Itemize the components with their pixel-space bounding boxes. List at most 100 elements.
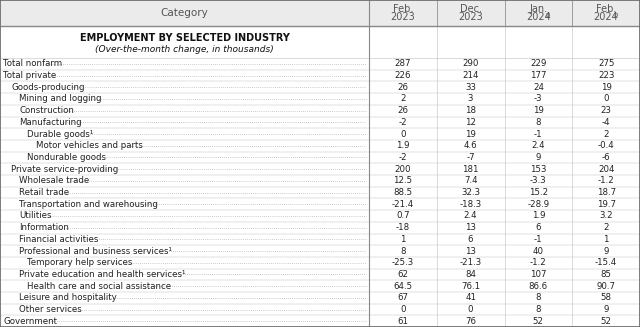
Text: 58: 58 — [600, 293, 612, 302]
Text: 223: 223 — [598, 71, 614, 80]
Text: -15.4: -15.4 — [595, 258, 617, 267]
Text: Feb.: Feb. — [596, 5, 616, 14]
Text: -0.4: -0.4 — [598, 141, 614, 150]
Text: 84: 84 — [465, 270, 476, 279]
Text: 275: 275 — [598, 59, 614, 68]
Text: 23: 23 — [600, 106, 612, 115]
Text: 4.6: 4.6 — [464, 141, 477, 150]
Text: 1: 1 — [400, 235, 406, 244]
Bar — [0, 222, 640, 233]
Text: 13: 13 — [465, 247, 476, 255]
Text: 90.7: 90.7 — [596, 282, 616, 291]
Text: 76.1: 76.1 — [461, 282, 480, 291]
Text: 2023: 2023 — [390, 11, 415, 22]
Bar — [0, 210, 640, 222]
Text: 6: 6 — [536, 223, 541, 232]
Text: 1.9: 1.9 — [532, 212, 545, 220]
Text: p: p — [613, 11, 618, 18]
Text: 9: 9 — [604, 305, 609, 314]
Text: 62: 62 — [397, 270, 408, 279]
Text: -21.3: -21.3 — [460, 258, 482, 267]
Bar — [0, 128, 640, 140]
Text: -1: -1 — [534, 235, 543, 244]
Text: 0.7: 0.7 — [396, 212, 410, 220]
Bar — [0, 163, 640, 175]
Bar — [0, 268, 640, 280]
Text: 64.5: 64.5 — [394, 282, 412, 291]
Text: -3: -3 — [534, 95, 543, 103]
Text: 8: 8 — [536, 293, 541, 302]
Text: Goods-producing: Goods-producing — [11, 83, 84, 92]
Text: -2: -2 — [399, 118, 407, 127]
Bar — [0, 257, 640, 268]
Text: 24: 24 — [533, 83, 544, 92]
Text: Construction: Construction — [19, 106, 74, 115]
Text: 9: 9 — [536, 153, 541, 162]
Text: Nondurable goods: Nondurable goods — [27, 153, 106, 162]
Text: 15.2: 15.2 — [529, 188, 548, 197]
Text: 214: 214 — [462, 71, 479, 80]
Text: Information: Information — [19, 223, 69, 232]
Text: Transportation and warehousing: Transportation and warehousing — [19, 200, 158, 209]
Text: EMPLOYMENT BY SELECTED INDUSTRY: EMPLOYMENT BY SELECTED INDUSTRY — [79, 32, 289, 43]
Text: Category: Category — [161, 8, 209, 18]
Text: Dec.: Dec. — [460, 5, 482, 14]
Bar — [0, 116, 640, 128]
Text: Temporary help services: Temporary help services — [27, 258, 132, 267]
Text: 226: 226 — [395, 71, 411, 80]
Text: 88.5: 88.5 — [394, 188, 412, 197]
Text: Professional and business services¹: Professional and business services¹ — [19, 247, 172, 255]
Text: 12.5: 12.5 — [394, 176, 412, 185]
Bar — [0, 81, 640, 93]
Bar — [0, 233, 640, 245]
Text: -1: -1 — [534, 129, 543, 139]
Text: 7.4: 7.4 — [464, 176, 477, 185]
Text: 1.9: 1.9 — [396, 141, 410, 150]
Text: 2: 2 — [604, 129, 609, 139]
Text: -1.2: -1.2 — [598, 176, 614, 185]
Text: -4: -4 — [602, 118, 611, 127]
Bar — [0, 152, 640, 163]
Text: Total private: Total private — [3, 71, 56, 80]
Text: 2: 2 — [400, 95, 406, 103]
Text: 6: 6 — [468, 235, 474, 244]
Bar — [0, 245, 640, 257]
Text: 0: 0 — [400, 305, 406, 314]
Text: 41: 41 — [465, 293, 476, 302]
Text: 229: 229 — [530, 59, 547, 68]
Bar — [0, 198, 640, 210]
Text: 26: 26 — [397, 83, 408, 92]
Text: 52: 52 — [600, 317, 612, 326]
Text: p: p — [545, 11, 550, 18]
Text: 0: 0 — [400, 129, 406, 139]
Text: 2: 2 — [604, 223, 609, 232]
Text: 86.6: 86.6 — [529, 282, 548, 291]
Text: Feb.: Feb. — [393, 5, 413, 14]
Text: 3.2: 3.2 — [599, 212, 613, 220]
Bar — [0, 187, 640, 198]
Text: 2.4: 2.4 — [532, 141, 545, 150]
Bar — [0, 140, 640, 152]
Text: 26: 26 — [397, 106, 408, 115]
Text: 2024: 2024 — [594, 11, 618, 22]
Text: 19.7: 19.7 — [596, 200, 616, 209]
Text: 2.4: 2.4 — [464, 212, 477, 220]
Text: Private education and health services¹: Private education and health services¹ — [19, 270, 186, 279]
Text: 0: 0 — [468, 305, 474, 314]
Bar — [0, 105, 640, 116]
Text: -21.4: -21.4 — [392, 200, 414, 209]
Text: 3: 3 — [468, 95, 474, 103]
Bar — [0, 26, 640, 58]
Text: 18: 18 — [465, 106, 476, 115]
Text: 67: 67 — [397, 293, 408, 302]
Text: -25.3: -25.3 — [392, 258, 414, 267]
Text: 287: 287 — [395, 59, 411, 68]
Text: -2: -2 — [399, 153, 407, 162]
Text: Private service-providing: Private service-providing — [11, 165, 118, 174]
Bar — [0, 304, 640, 316]
Text: -6: -6 — [602, 153, 611, 162]
Text: 181: 181 — [462, 165, 479, 174]
Text: Motor vehicles and parts: Motor vehicles and parts — [36, 141, 143, 150]
Bar — [0, 316, 640, 327]
Text: 8: 8 — [536, 305, 541, 314]
